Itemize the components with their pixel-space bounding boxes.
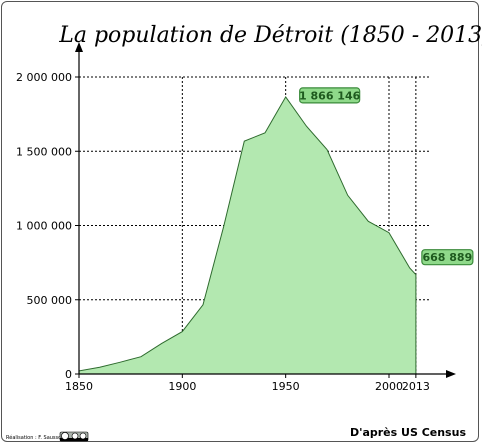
- population-area: [78, 95, 417, 375]
- y-axis-arrow: [75, 42, 83, 52]
- y-tick-label: 1 000 000: [16, 220, 72, 233]
- source-note: D'après US Census: [350, 426, 466, 439]
- y-tick-label: 1 500 000: [16, 145, 72, 158]
- value-callout: 1 866 146: [299, 87, 361, 104]
- x-axis-arrow: [446, 370, 456, 378]
- y-tick-label: 500 000: [27, 294, 73, 307]
- x-tick-label: 2000: [375, 380, 403, 393]
- credit-note: Réalisation : F. Saussou: [6, 434, 64, 441]
- callout-label: 1 866 146: [299, 89, 361, 102]
- value-callout: 668 889: [421, 249, 474, 266]
- x-tick-label: 2013: [402, 380, 430, 393]
- y-tick-label: 2 000 000: [16, 71, 72, 84]
- callout-box: [421, 249, 474, 266]
- x-tick-label: 1900: [168, 380, 196, 393]
- callout-box: [299, 87, 361, 104]
- x-tick-label: 1950: [272, 380, 300, 393]
- x-tick-label: 1850: [65, 380, 93, 393]
- y-tick-label: 0: [65, 368, 72, 381]
- callouts: 1 866 146 668 889: [299, 87, 474, 266]
- callout-label: 668 889: [422, 251, 472, 264]
- y-tick-labels: 0 500 000 1 000 000 1 500 000 2 000 000: [16, 71, 72, 381]
- chart-title: La population de Détroit (1850 - 2013): [58, 23, 482, 48]
- cc-by-sa-icon: [59, 431, 89, 442]
- axes: [75, 42, 456, 378]
